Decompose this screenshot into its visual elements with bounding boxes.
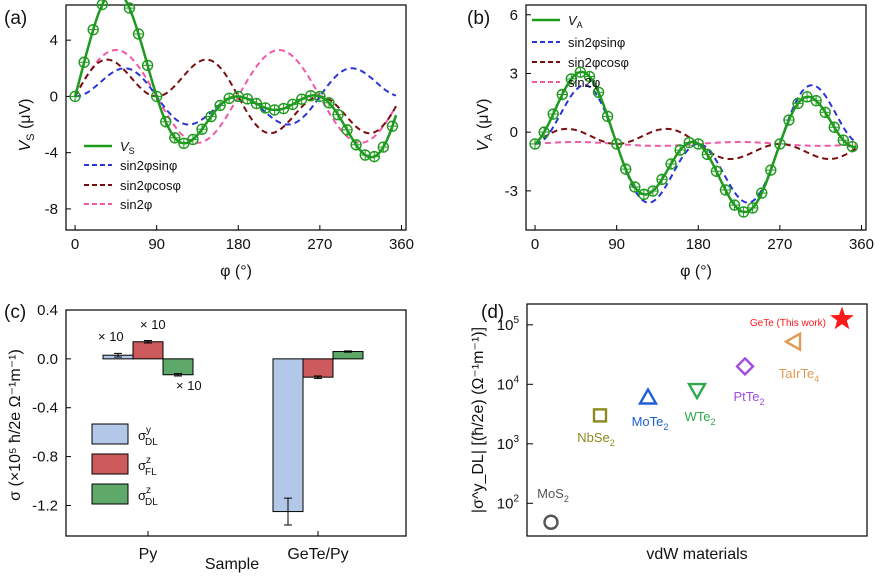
panel-d-ytick-label: 105 [497, 315, 520, 334]
panel-c-ytick-label: 0.0 [37, 351, 58, 368]
panel-b-xlabel: φ (°) [680, 263, 712, 280]
legend-b-sincos: sin2φcosφ [568, 55, 629, 70]
panel-c-cat2: GeTe/Py [287, 546, 348, 563]
panel-d-label: (d) [481, 302, 504, 323]
legend-a-vs: VS [120, 139, 135, 156]
panel-d-point-label: TaIrTe4 [779, 366, 819, 384]
panel-b-frame [525, 4, 867, 231]
panel-b-ytick-label: 0 [510, 124, 518, 141]
panel-d-marker [637, 387, 659, 405]
legend-c-item-1: σy DL [138, 425, 158, 448]
panel-a-ytick-label: 0 [50, 88, 58, 105]
panel-c-ylabel: σ (×10⁵ ħ/2e Ω⁻¹m⁻¹) [7, 349, 24, 501]
legend-a-sin2: sin2φ [120, 197, 152, 212]
panel-b-label: (b) [467, 8, 490, 29]
panel-b: (b) VA (μV) φ (°) 0 90 180 270 360 6 3 0 -3 VA s… [467, 4, 874, 280]
legend-c-swatch-1 [91, 423, 129, 445]
panel-b-curve-fit [534, 70, 857, 214]
panel-d-marker [543, 514, 559, 530]
legend-c-item-3: σz DL [138, 485, 158, 508]
panel-d-marker [686, 382, 708, 401]
legend-c-item-2: σz FL [138, 455, 157, 478]
panel-b-legend: VA sin2φsinφ sin2φcosφ sin2φ [532, 13, 629, 90]
panel-c-annotation-3: × 10 [176, 378, 202, 393]
panel-a-xtick-label: 270 [307, 236, 332, 253]
panel-d-points: MoS2 NbSe2 MoTe2 WTe2 PtTe2 TaIrTe4 GeTe (This… [537, 306, 854, 530]
legend-a-sincos: sin2φcosφ [120, 178, 181, 193]
legend-b-va: VA [568, 13, 583, 30]
panel-c-ytick-label: -1.2 [32, 497, 58, 514]
panel-d-marker [735, 356, 755, 377]
panel-b-xtick-label: 360 [849, 236, 874, 253]
panel-b-xtick-label: 90 [608, 236, 625, 253]
panel-b-ytick-label: 3 [510, 65, 518, 82]
panel-c-annotation-1: × 10 [98, 329, 124, 344]
panel-c-legend: σy DL σz FL σz DL [91, 423, 158, 508]
panel-c-frame [65, 309, 407, 537]
panel-c-ytick-label: 0.4 [37, 302, 58, 319]
panel-d-point-label: MoTe2 [632, 414, 669, 432]
panel-d-point-label: MoS2 [537, 486, 569, 504]
panel-c-cat1: Py [139, 546, 158, 563]
panel-a-xtick-label: 0 [71, 236, 79, 253]
panel-a-ytick-label: -4 [45, 145, 58, 162]
panel-a-xtick-label: 180 [226, 236, 251, 253]
legend-b-sin2: sin2φ [568, 75, 600, 90]
panel-d: (d) |σ^y_DL| [(ħ/2e) (Ω⁻¹m⁻¹)] vdW mater… [470, 302, 868, 563]
panel-d-ytick-label: 102 [497, 493, 520, 512]
panel-c-bar [162, 358, 194, 376]
panel-a-xlabel: φ (°) [220, 263, 252, 280]
panel-c-ticks: 0.4 0.0 -0.4 -0.8 -1.2 [32, 302, 319, 536]
panel-c: (c) σ (×10⁵ ħ/2e Ω⁻¹m⁻¹) Py GeTe/Py Samp… [4, 302, 407, 573]
panel-d-marker [830, 306, 854, 330]
panel-a-ticks: 0 90 180 270 360 4 0 -4 -8 [45, 32, 414, 253]
panel-c-bar [302, 358, 334, 378]
panel-a-label: (a) [4, 8, 27, 29]
panel-d-ytick-label: 103 [497, 434, 520, 453]
panel-c-bar [132, 341, 164, 360]
panel-a-ytick-label: 4 [50, 32, 58, 49]
panel-b-ylabel: VA (μV) [475, 98, 495, 151]
panel-a-ytick-label: -8 [45, 201, 58, 218]
panel-b-xtick-label: 180 [686, 236, 711, 253]
panel-d-ylabel: |σ^y_DL| [(ħ/2e) (Ω⁻¹m⁻¹)] [470, 327, 487, 513]
panel-c-xlabel: Sample [205, 556, 259, 573]
panel-d-frame [526, 303, 868, 537]
panel-d-ytick-label: 104 [497, 374, 520, 393]
panel-a-curves [69, 0, 399, 163]
panel-c-bars [102, 340, 364, 526]
panel-a-xtick-label: 90 [148, 236, 165, 253]
panel-b-curves [529, 66, 859, 218]
panel-c-annotation-2: × 10 [140, 317, 166, 332]
panel-d-marker [783, 331, 802, 352]
legend-b-sinsin: sin2φsinφ [568, 35, 625, 50]
panel-a: (a) VS (μV) φ (°) 0 90 180 270 360 4 0 -4 -8 VS … [4, 0, 414, 280]
legend-a-sinsin: sin2φsinφ [120, 158, 177, 173]
panel-b-xtick-label: 270 [767, 236, 792, 253]
panel-d-ticks: 102 103 104 105 [497, 315, 533, 512]
panel-d-point-label: GeTe (This work) [750, 318, 826, 329]
panel-b-ticks: 0 90 180 270 360 6 3 0 -3 [505, 7, 874, 253]
panel-d-point-label: NbSe2 [577, 430, 615, 448]
panel-b-xtick-label: 0 [531, 236, 539, 253]
panel-a-legend: VS sin2φsinφ sin2φcosφ sin2φ [84, 139, 181, 212]
panel-d-xlabel: vdW materials [646, 546, 747, 563]
panel-a-curve-fit [73, 0, 398, 159]
panel-c-ytick-label: -0.8 [32, 449, 58, 466]
legend-c-swatch-2 [91, 453, 129, 475]
panel-d-point-label: WTe2 [684, 409, 715, 427]
panel-d-point-label: PtTe2 [733, 389, 764, 407]
panel-c-bar [272, 358, 304, 513]
legend-c-swatch-3 [91, 483, 129, 505]
panel-a-xtick-label: 360 [389, 236, 414, 253]
panel-a-frame [65, 4, 407, 231]
panel-c-label: (c) [4, 302, 26, 323]
panel-a-ylabel: VS (μV) [17, 98, 37, 151]
panel-b-ytick-label: 6 [510, 7, 518, 24]
panel-c-ytick-label: -0.4 [32, 400, 58, 417]
panel-b-ytick-label: -3 [505, 183, 518, 200]
panel-d-marker [592, 408, 608, 423]
